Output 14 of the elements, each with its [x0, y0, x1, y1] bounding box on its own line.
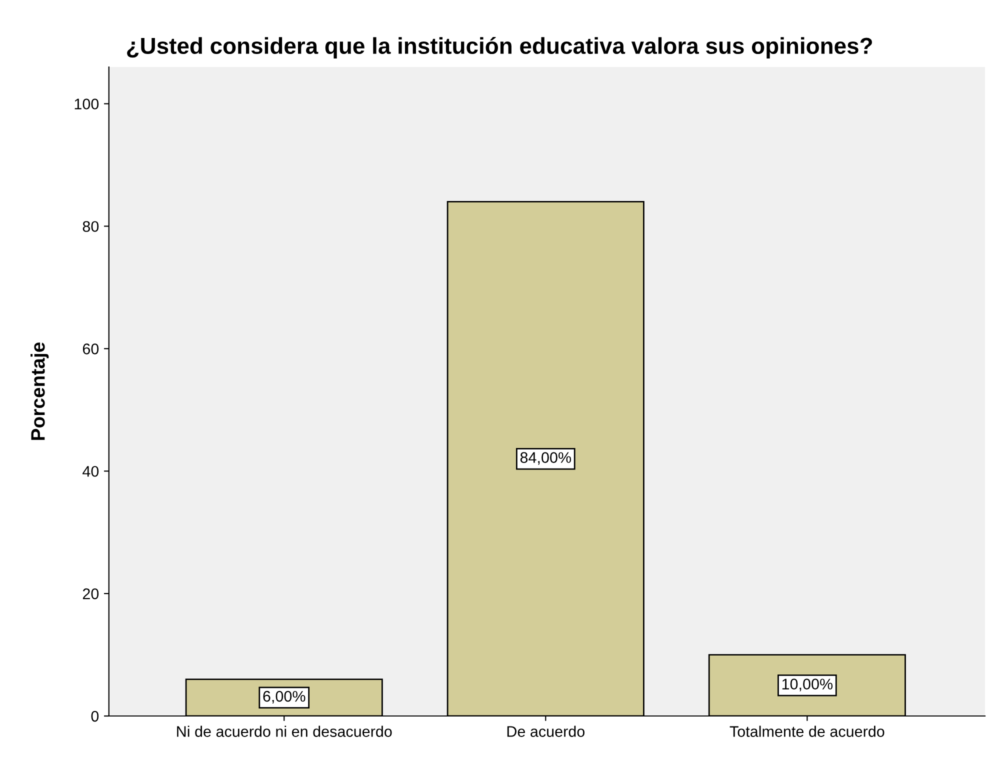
y-tick-label: 100: [74, 98, 99, 110]
y-tick-label: 20: [82, 588, 99, 600]
y-axis-title: Porcentaje: [30, 342, 49, 440]
data-label: 6,00%: [263, 690, 306, 704]
data-label: 10,00%: [782, 678, 833, 692]
x-tick-label: De acuerdo: [507, 726, 584, 737]
x-tick-label: Totalmente de acuerdo: [730, 726, 884, 737]
y-tick-label: 40: [82, 466, 99, 477]
y-tick-label: 0: [91, 710, 99, 722]
y-tick-label: 80: [82, 221, 99, 232]
data-label: 84,00%: [520, 452, 572, 465]
x-tick-label: Ni de acuerdo ni en desacuerdo: [177, 726, 392, 737]
chart-title: ¿Usted considera que la institución educativa valora sus opiniones?: [127, 36, 872, 59]
y-tick-label: 60: [82, 344, 99, 354]
